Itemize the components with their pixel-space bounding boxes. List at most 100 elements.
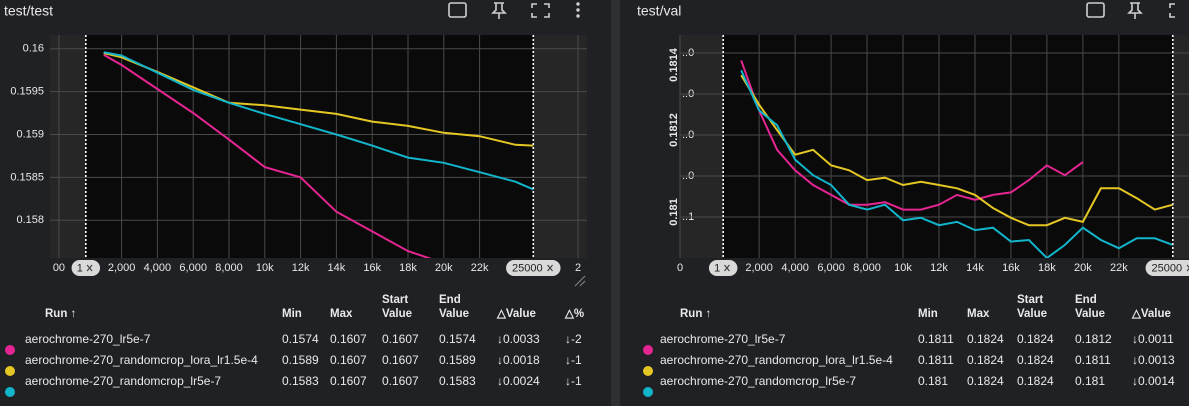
cell: 0.1607 [382,332,419,346]
x-tick-label: 14k [328,262,346,274]
cell: 0.1824 [1017,353,1054,367]
cell: 0.1824 [967,353,1004,367]
column-header: End Value [1075,294,1105,320]
x-tick-label: 2,000 [108,262,136,274]
y-tick-label: 0.159 [16,128,44,140]
column-header: Min [918,308,938,320]
panel-divider [611,0,620,406]
cell: ↓0.0011 [1132,332,1174,346]
series-line [103,51,534,191]
column-header: Min [282,308,302,320]
x-tick-label: 2 [575,262,581,274]
cell: ↓0.0014 [1132,374,1175,388]
run-color [643,345,653,355]
cell: 0.1589 [282,353,319,367]
step-badge-label: 1 [77,262,83,274]
fit-icon[interactable] [1086,2,1105,18]
run-color [643,387,653,397]
expand-icon[interactable] [531,3,550,18]
series-line [740,74,1174,227]
resize-handle[interactable] [574,275,586,287]
cell: ↓0.0024 [497,374,540,388]
column-header: Start Value [382,294,412,320]
column-header: End Value [439,294,469,320]
cell: 0.1811 [918,353,954,367]
series-line [740,69,1174,258]
x-tick-label: 2,000 [745,262,773,274]
y-side-label: 0.1812 [668,113,680,147]
cell: 0.1824 [1017,332,1054,346]
x-tick-label: 8,000 [853,262,881,274]
y-side-label: 0.1814 [668,47,680,82]
panel-title: test/val [637,3,681,19]
x-tick-label: 22k [1110,262,1128,274]
run-color [5,387,15,397]
column-header: Run ↑ [45,308,76,320]
plot-range [723,35,1173,258]
x-tick-label: 20k [1074,262,1092,274]
x-tick-label: 22k [471,262,489,274]
run-name: aerochrome-270_randomcrop_lora_lr1.5e-4 [660,353,893,367]
x-tick-label: 8,000 [215,262,243,274]
cell: ↓-1 [565,374,582,388]
fit-icon[interactable] [448,2,467,18]
step-badge [708,260,738,276]
cell: ↓-1 [565,353,582,367]
column-header: Start Value [1017,294,1047,320]
run-name: aerochrome-270_lr5e-7 [660,332,786,346]
cell: 0.1811 [918,332,954,346]
x-tick-label: 10k [894,262,912,274]
step-badge-close [723,264,730,272]
x-tick-label: 6,000 [179,262,207,274]
x-tick-label: 6,000 [817,262,845,274]
x-tick-label: 16k [363,262,381,274]
x-tick-label: 18k [399,262,417,274]
step-badge-label: 1 [714,262,720,274]
x-tick-label: 4,000 [144,262,172,274]
run-name: aerochrome-270_randomcrop_lora_lr1.5e-4 [25,353,258,367]
cell: 0.1824 [967,374,1004,388]
step-badge-label: 25000 [1152,262,1183,274]
step-badge-close [86,264,93,272]
plot-range [85,35,534,258]
pin-icon[interactable] [1127,2,1143,19]
run-name: aerochrome-270_randomcrop_lr5e-7 [660,374,856,388]
step-badge-close [1186,264,1189,272]
cell: 0.1607 [330,353,367,367]
series-line [740,60,1084,211]
y-tick-label: 0.1585 [10,171,44,183]
y-tick-label: 0.1595 [10,86,44,98]
x-tick-label: 0 [677,262,683,274]
cell: 0.181 [1075,374,1105,388]
run-name: aerochrome-270_randomcrop_lr5e-7 [25,374,221,388]
pin-icon[interactable] [491,2,507,19]
cell: 0.1812 [1075,332,1112,346]
x-tick-label: 18k [1038,262,1056,274]
cell: ↓0.0013 [1132,353,1175,367]
cell: 0.1583 [282,374,319,388]
cell: 0.1824 [1017,374,1054,388]
column-header: Max [330,308,353,320]
cell: 0.1607 [382,374,419,388]
run-name: aerochrome-270_lr5e-7 [25,332,151,346]
x-tick-label: 00 [53,262,65,274]
menu-icon[interactable] [576,2,580,18]
y-tick-label: 0.16 [23,43,44,55]
run-color [643,366,653,376]
cell: ↓0.0033 [497,332,540,346]
x-tick-label: 4,000 [781,262,809,274]
step-badge-label: 25000 [512,262,543,274]
cell: 0.1574 [439,332,476,346]
toolbar [448,2,1175,19]
y-tick-label: 0.158 [16,214,44,226]
column-header: Run ↑ [680,308,711,320]
column-header: Max [967,308,990,320]
run-color [5,345,15,355]
step-badge [71,260,101,276]
x-tick-label: 10k [256,262,274,274]
panel-title: test/test [4,3,53,19]
step-badge [1145,260,1189,276]
expand-icon[interactable] [1169,3,1175,18]
cell: 0.1583 [439,374,476,388]
